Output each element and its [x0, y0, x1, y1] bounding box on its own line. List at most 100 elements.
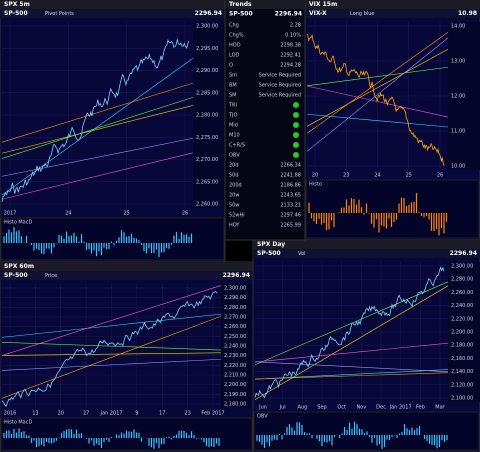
quote-label: TRI — [228, 103, 237, 109]
legend: Pivot Points — [45, 11, 74, 17]
time-axis-label: Jan 2017 — [389, 405, 412, 411]
quote-label: 20d — [229, 163, 239, 169]
quote-symbol: SP-500 — [229, 11, 253, 18]
price-axis-label: 2,220.00 — [224, 363, 246, 369]
quote-label: LOD — [229, 53, 240, 59]
trend-line — [254, 342, 449, 363]
price-line — [254, 266, 445, 399]
quote-value: 2298.38 — [280, 43, 301, 49]
last-price: 10.98 — [458, 10, 477, 17]
pane-titlebar — [253, 240, 480, 249]
time-axis-label: Feb — [416, 405, 425, 411]
indicator-name: Histo MacD — [4, 220, 32, 226]
status-dot — [293, 142, 299, 148]
price-axis-label: 2,180.00 — [451, 343, 473, 349]
time-axis-label: 26 — [437, 173, 443, 179]
quote-label: BM — [229, 83, 237, 89]
pane-title[interactable]: SPX Day — [257, 241, 285, 248]
price-axis-label: 2,250.00 — [224, 334, 246, 340]
trend-line — [1, 105, 194, 154]
quote-value: 2266.34 — [280, 163, 301, 169]
quote-label: TJO — [228, 113, 238, 119]
price-axis-label: 2,200.00 — [224, 382, 246, 388]
trend-line — [1, 58, 194, 196]
symbol[interactable]: SP-500 — [4, 10, 28, 17]
trend-line — [1, 82, 194, 143]
axis-column — [221, 284, 253, 408]
quote-label: Mid — [229, 123, 238, 129]
quote-label: Sm — [229, 73, 237, 79]
pane-title[interactable]: SPX 60m — [4, 263, 34, 270]
time-axis-label: Feb 2017 — [201, 411, 224, 417]
status-dot — [293, 112, 299, 118]
time-axis-label: 23 — [343, 173, 349, 179]
symbol[interactable]: SP-500 — [4, 272, 28, 279]
price-axis-label: 2,260.00 — [196, 202, 218, 208]
quote-value: 2133.21 — [280, 203, 301, 209]
time-axis-label: 9 — [135, 411, 138, 417]
time-axis-label: 2016 — [4, 411, 17, 417]
symbol-bar — [305, 9, 480, 18]
quote-value: 2292.41 — [280, 53, 301, 59]
quote-title[interactable]: Trends — [229, 1, 252, 8]
trend-line — [1, 313, 222, 338]
axis-column — [448, 22, 480, 170]
trend-line — [254, 369, 449, 380]
trend-line — [1, 358, 222, 371]
trend-line — [1, 315, 222, 399]
price-axis-label: 2,180.00 — [224, 402, 246, 408]
time-axis-label: 23 — [184, 411, 190, 417]
pane-title[interactable]: SPX 5m — [4, 1, 30, 8]
trend-line — [1, 137, 194, 177]
indicator-pane — [305, 179, 480, 239]
last-price: 2296.94 — [450, 250, 477, 257]
trend-line — [306, 66, 449, 87]
quote-label: Chg — [229, 23, 239, 29]
indicator-pane — [0, 417, 253, 451]
quote-label: O — [229, 63, 233, 69]
price-axis-label: 2,270.00 — [196, 157, 218, 163]
trend-line — [1, 285, 222, 356]
symbol-bar — [0, 9, 225, 18]
price-axis-label: 2,260.00 — [451, 290, 473, 296]
time-axis-label: Dec — [376, 405, 386, 411]
time-axis-label: 25 — [123, 211, 129, 217]
indicator-pane — [0, 217, 225, 261]
legend: Price — [45, 273, 57, 279]
quote-value: 2241.88 — [280, 173, 301, 179]
quote-label: 50d — [229, 173, 239, 179]
symbol-bar — [253, 249, 480, 258]
trend-line — [254, 372, 449, 380]
price-axis-label: 2,230.00 — [224, 353, 246, 359]
time-axis-label: 13 — [32, 411, 38, 417]
price-axis-label: 14.00 — [451, 24, 465, 30]
symbol-bar — [0, 271, 253, 280]
quote-value: 2265.99 — [280, 223, 301, 229]
indicator-name: Histo MacD — [4, 420, 32, 426]
indicator-pane — [253, 411, 480, 451]
time-axis-label: Jul — [279, 405, 286, 411]
last-price: 2296.94 — [195, 10, 222, 17]
symbol[interactable]: VIX-X — [309, 10, 327, 17]
trend-line — [1, 97, 194, 159]
quote-titlebar — [225, 0, 305, 9]
symbol[interactable]: SP-500 — [257, 250, 281, 257]
quote-value: Service Required — [259, 73, 301, 79]
quote-label: Chg% — [229, 33, 244, 39]
trend-line — [306, 31, 449, 134]
pane-titlebar — [0, 0, 225, 9]
pane-titlebar — [305, 0, 480, 9]
quote-last: 2296.94 — [275, 11, 302, 18]
time-axis-label: 2017 — [4, 211, 17, 217]
price-axis-label: 2,290.00 — [224, 295, 246, 301]
time-axis-label: Nov — [356, 405, 366, 411]
quote-value: 2.28 — [290, 23, 301, 29]
price-axis-label: 11.00 — [451, 129, 465, 135]
status-dot — [293, 102, 299, 108]
price-axis-label: 2,280.00 — [224, 305, 246, 311]
price-axis-label: 2,270.00 — [224, 315, 246, 321]
quote-label: C+R/S — [229, 143, 245, 149]
price-axis-label: 13.00 — [451, 59, 465, 65]
pane-title[interactable]: VIX 15m — [309, 1, 337, 8]
time-axis-label: Aug — [297, 405, 307, 411]
